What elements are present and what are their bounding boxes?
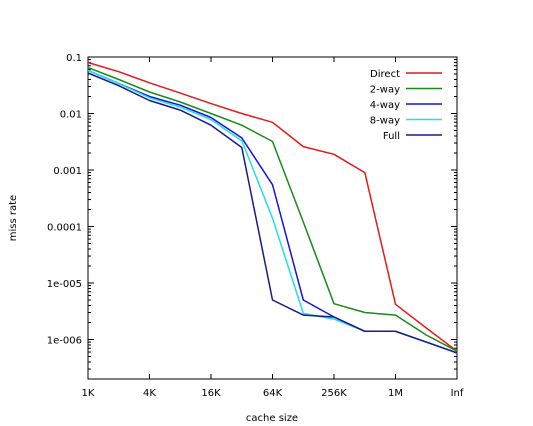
legend-label: 2-way xyxy=(370,85,400,96)
legend-label: Full xyxy=(383,131,400,142)
y-tick-label: 1e-005 xyxy=(47,279,82,290)
legend-label: 4-way xyxy=(370,100,400,111)
legend-label: 8-way xyxy=(370,116,400,127)
series-lines xyxy=(87,61,458,354)
y-tick-label: 1e-006 xyxy=(47,336,82,347)
y-axis-label: miss rate xyxy=(8,195,19,241)
x-tick-label: Inf xyxy=(451,388,464,399)
x-tick-label: 16K xyxy=(201,388,221,399)
axis-ticks: 1K 4K 16K 64K 256K 1M Inf 0.1 0.01 0.001 0.0001 1e-… xyxy=(47,53,464,399)
x-axis-label: cache size xyxy=(246,413,298,424)
series-line-full xyxy=(87,72,458,354)
series-line-direct xyxy=(87,61,458,352)
series-line-4-way xyxy=(87,69,458,354)
x-tick-label: 4K xyxy=(143,388,156,399)
y-tick-label: 0.01 xyxy=(60,110,82,121)
x-tick-label: 64K xyxy=(263,388,283,399)
legend: Direct 2-way 4-way 8-way Full xyxy=(370,69,442,142)
y-tick-label: 0.1 xyxy=(66,53,82,64)
y-tick-label: 0.0001 xyxy=(47,223,82,234)
x-tick-label: 256K xyxy=(321,388,347,399)
x-tick-label: 1K xyxy=(82,388,95,399)
y-tick-label: 0.001 xyxy=(53,166,82,177)
x-tick-label: 1M xyxy=(388,388,403,399)
legend-label: Direct xyxy=(370,69,400,80)
series-line-2-way xyxy=(87,66,458,352)
series-line-8-way xyxy=(87,69,458,354)
